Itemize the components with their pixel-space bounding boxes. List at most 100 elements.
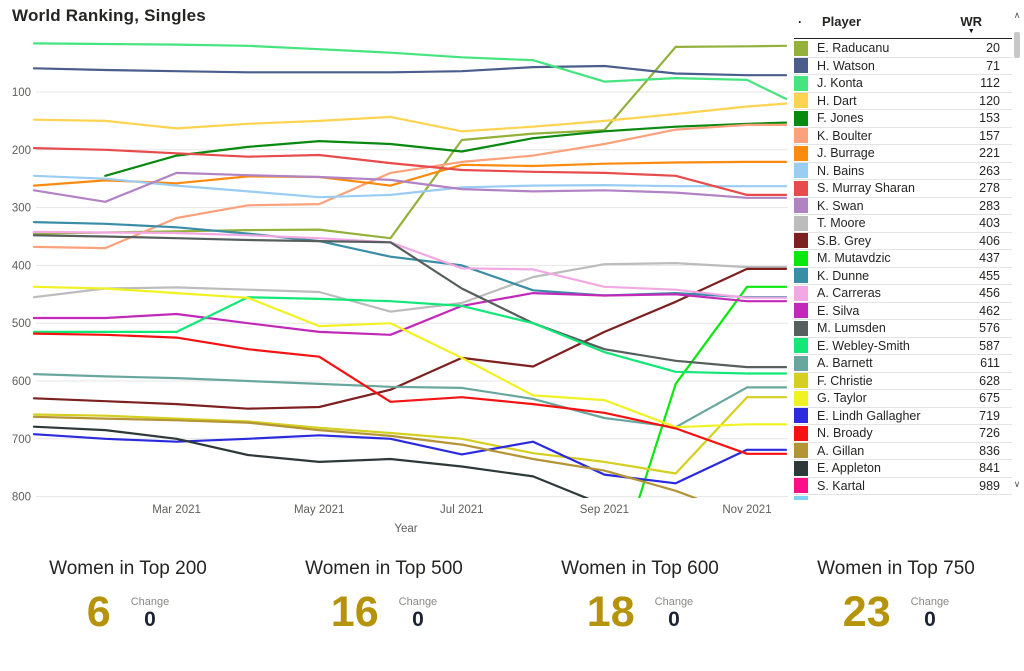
kpi-change-value: 0 (668, 608, 680, 631)
series-color-swatch (794, 285, 808, 301)
player-name: K. Boulter (817, 128, 872, 143)
table-row[interactable]: E. Lindh Gallagher 719 (794, 408, 1012, 425)
kpi-card-top600: Women in Top 600 18 Change 0 (512, 552, 768, 636)
player-name: E. Lindh Gallagher (817, 408, 921, 423)
player-name: E. Webley-Smith (817, 338, 910, 353)
table-row[interactable]: F. Christie 628 (794, 373, 1012, 390)
table-row[interactable]: A. Carreras 456 (794, 285, 1012, 303)
series-line[interactable] (32, 174, 788, 199)
player-wr-value: 675 (979, 391, 1000, 406)
series-line[interactable] (32, 296, 788, 375)
kpi-card-top500: Women in Top 500 16 Change 0 (256, 552, 512, 634)
scrollbar-thumb[interactable] (1014, 32, 1020, 58)
series-color-swatch (794, 478, 808, 494)
series-line[interactable] (32, 285, 788, 429)
series-color-swatch (794, 163, 808, 179)
table-row[interactable]: K. Swan 283 (794, 198, 1012, 215)
series-line[interactable] (32, 230, 788, 299)
table-row[interactable]: A. Barnett 611 (794, 355, 1012, 373)
series-line[interactable] (32, 262, 788, 313)
table-row[interactable]: E. Appleton 841 (794, 460, 1012, 478)
player-table: . Player WR ▼ E. Raducanu 20 H. Watson 71 J.… (794, 0, 1024, 540)
series-color-swatch (794, 408, 808, 424)
series-line[interactable] (32, 396, 788, 475)
player-wr-value: 403 (979, 216, 1000, 231)
series-line[interactable] (32, 221, 788, 299)
series-color-swatch (794, 198, 808, 214)
chart-title: World Ranking, Singles (12, 6, 206, 25)
series-color-swatch (794, 110, 808, 126)
table-row[interactable]: S. Kartal 989 (794, 478, 1012, 495)
player-name: F. Jones (817, 111, 864, 126)
kpi-value: 18 (586, 588, 635, 636)
table-row[interactable]: K. Boulter 157 (794, 128, 1012, 145)
series-line[interactable] (32, 160, 788, 187)
series-color-swatch (794, 180, 808, 196)
table-corner-label: . (798, 12, 802, 26)
series-line[interactable] (32, 373, 788, 429)
player-name: J. Konta (817, 76, 863, 91)
table-row[interactable]: T. Moore 403 (794, 215, 1012, 233)
x-axis-tick-label: Nov 2021 (722, 504, 771, 516)
player-name: A. Gillan (817, 443, 865, 458)
scroll-down-icon[interactable]: ∨ (1013, 479, 1021, 489)
table-row[interactable]: H. Watson 71 (794, 58, 1012, 75)
ranking-line-chart[interactable]: 100 200 300 400 500 600 700 800 Mar 2021 May 2021… (0, 0, 792, 540)
series-line[interactable] (32, 42, 788, 101)
player-name: A. Barnett (817, 356, 873, 371)
player-name: H. Dart (817, 93, 857, 108)
player-name: G. Taylor (817, 391, 867, 406)
table-row[interactable]: A. Gillan 836 (794, 443, 1012, 460)
series-color-swatch (794, 320, 808, 336)
series-color-swatch (794, 250, 808, 266)
series-line[interactable] (104, 121, 788, 177)
table-row[interactable]: E. Silva 462 (794, 303, 1012, 320)
series-line[interactable] (32, 64, 788, 77)
series-color-swatch (794, 268, 808, 284)
scroll-up-icon[interactable]: ∧ (1013, 10, 1021, 20)
series-line[interactable] (32, 415, 786, 518)
column-header-player[interactable]: Player (822, 14, 862, 29)
table-row[interactable]: K. Dunne 455 (794, 268, 1012, 285)
table-row[interactable]: M. Mutavdzic 437 (794, 250, 1012, 268)
kpi-card-top200: Women in Top 200 6 Change 0 (0, 552, 256, 634)
series-line[interactable] (32, 171, 788, 203)
table-row[interactable]: S.B. Grey 406 (794, 233, 1012, 250)
table-row-partial[interactable] (794, 495, 1012, 500)
series-line[interactable] (32, 332, 788, 455)
series-line[interactable] (32, 147, 788, 196)
series-line[interactable] (32, 234, 788, 369)
player-table-header: . Player WR ▼ (794, 10, 1012, 39)
y-axis-tick-label: 800 (12, 492, 31, 504)
kpi-title: Women in Top 750 (817, 558, 975, 579)
kpi-change-value: 0 (924, 608, 936, 631)
series-line[interactable] (32, 425, 786, 521)
table-row[interactable]: G. Taylor 675 (794, 390, 1012, 408)
y-axis-tick-label: 100 (12, 87, 31, 99)
table-row[interactable]: E. Raducanu 20 (794, 40, 1012, 58)
table-row[interactable]: N. Bains 263 (794, 163, 1012, 180)
series-color-swatch (794, 303, 808, 319)
table-row[interactable]: N. Broady 726 (794, 425, 1012, 443)
series-line[interactable] (32, 433, 788, 485)
player-name: H. Watson (817, 58, 875, 73)
series-color-swatch (794, 338, 808, 354)
series-line[interactable] (32, 102, 788, 133)
table-row[interactable]: F. Jones 153 (794, 110, 1012, 128)
series-color-swatch (794, 425, 808, 441)
table-row[interactable]: E. Webley-Smith 587 (794, 338, 1012, 355)
ranking-chart-panel: World Ranking, Singles 100 200 300 400 500 60… (0, 0, 792, 540)
kpi-title: Women in Top 200 (49, 558, 207, 579)
series-line[interactable] (604, 285, 788, 540)
table-row[interactable]: H. Dart 120 (794, 93, 1012, 110)
series-line[interactable] (32, 292, 788, 336)
table-row[interactable]: S. Murray Sharan 278 (794, 180, 1012, 198)
kpi-value: 23 (842, 588, 891, 636)
column-header-wr[interactable]: WR ▼ (960, 14, 982, 35)
series-line[interactable] (32, 44, 788, 240)
sort-descending-icon[interactable]: ▼ (967, 28, 975, 35)
table-row[interactable]: M. Lumsden 576 (794, 320, 1012, 338)
table-row[interactable]: J. Burrage 221 (794, 145, 1012, 163)
table-row[interactable]: J. Konta 112 (794, 75, 1012, 93)
